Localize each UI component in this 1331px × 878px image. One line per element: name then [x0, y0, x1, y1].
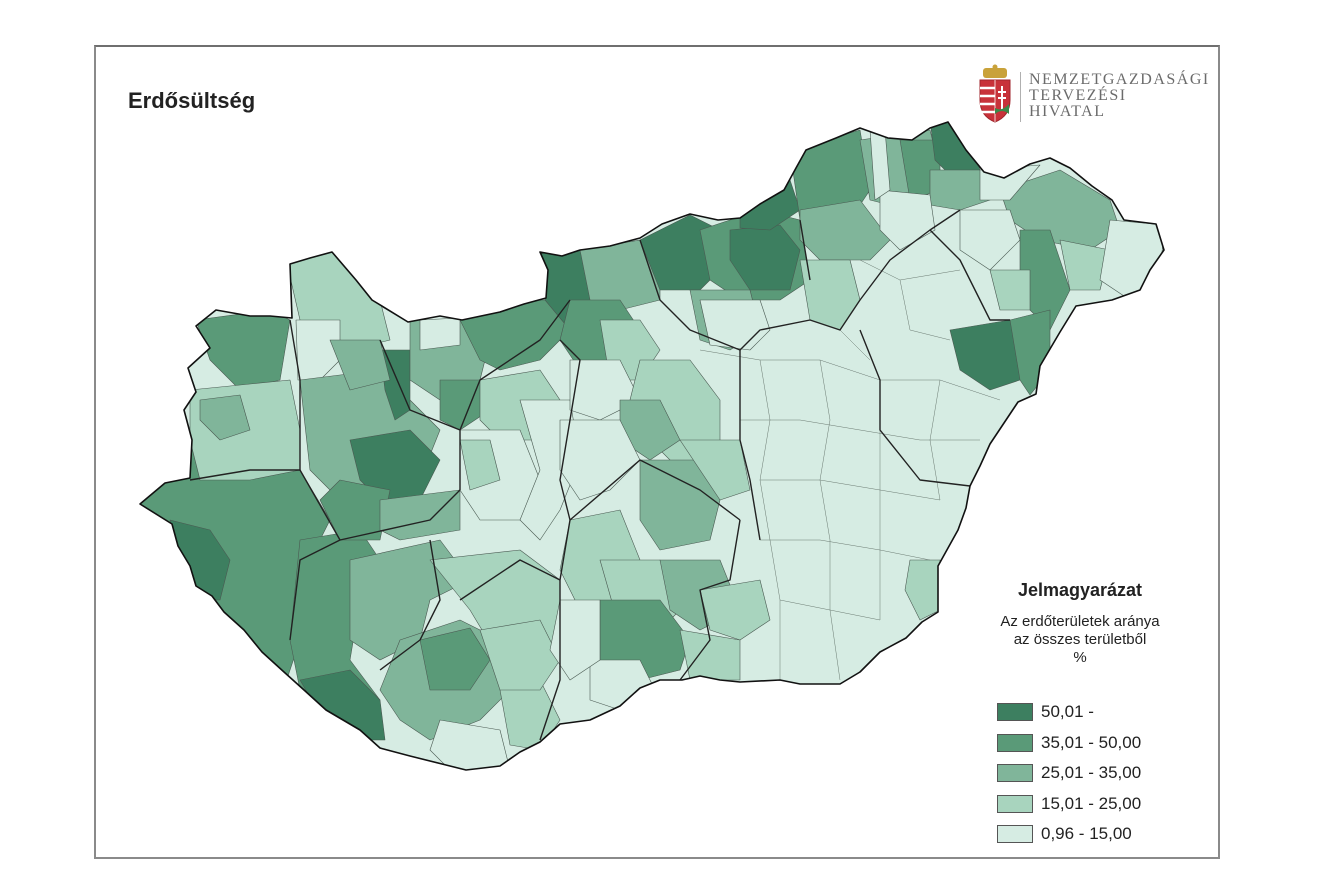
legend-item: 15,01 - 25,00	[997, 789, 1141, 820]
logo-line-3: Hivatal	[1029, 103, 1106, 120]
hungarian-coat-of-arms-icon	[979, 64, 1011, 123]
legend-label: 25,01 - 35,00	[1041, 763, 1142, 783]
legend-label: 0,96 - 15,00	[1041, 824, 1132, 844]
legend: Jelmagyarázat Az erdőterületek aránya az…	[975, 580, 1215, 844]
legend-title: Jelmagyarázat	[1017, 580, 1143, 600]
legend-swatch	[997, 764, 1033, 783]
legend-subtitle-1: Az erdőterületek aránya	[1000, 613, 1160, 630]
legend-swatch	[997, 825, 1033, 844]
legend-subtitle-3: %	[1073, 649, 1087, 666]
legend-items: 50,01 - 35,01 - 50,00 25,01 - 35,00 15,0…	[997, 697, 1141, 850]
legend-swatch	[997, 703, 1033, 722]
legend-item: 50,01 -	[997, 697, 1141, 728]
legend-item: 25,01 - 35,00	[997, 758, 1141, 789]
legend-swatch	[997, 794, 1033, 813]
legend-label: 35,01 - 50,00	[1041, 732, 1142, 752]
legend-subtitle-2: az összes területből	[1013, 631, 1147, 648]
logo-text: Nemzetgazdasági Tervezési Hivatal	[1029, 72, 1210, 120]
map-title: Erdősültség	[128, 88, 256, 113]
legend-item: 0,96 - 15,00	[997, 819, 1141, 850]
legend-swatch	[997, 733, 1033, 752]
logo: Nemzetgazdasági Tervezési Hivatal	[975, 64, 1208, 128]
legend-label: 50,01 -	[1041, 702, 1094, 722]
logo-line-2: Tervezési	[1029, 87, 1127, 104]
legend-label: 15,01 - 25,00	[1041, 793, 1142, 813]
logo-separator	[1020, 72, 1021, 122]
legend-item: 35,01 - 50,00	[997, 728, 1141, 759]
logo-line-1: Nemzetgazdasági	[1029, 71, 1210, 88]
